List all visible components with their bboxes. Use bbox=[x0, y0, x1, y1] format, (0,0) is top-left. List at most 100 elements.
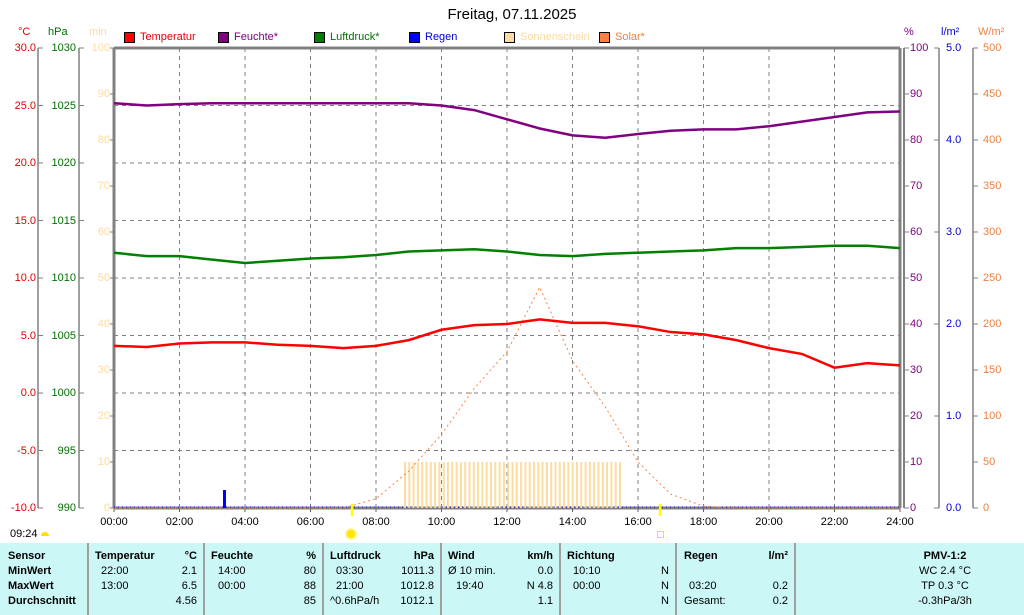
pressure-tick: 1015 bbox=[51, 214, 76, 227]
solar-tick: 100 bbox=[983, 410, 1002, 422]
sunshine-tick: 30 bbox=[97, 364, 110, 376]
legend-feuchte: Feuchte* bbox=[218, 31, 278, 43]
legend-label: Feuchte* bbox=[234, 31, 279, 43]
col-header: Feuchte bbox=[211, 550, 254, 562]
avg-value: 1012.1 bbox=[400, 595, 434, 607]
x-tick: 00:00 bbox=[100, 516, 128, 528]
stats-col-temperatur: Temperatur °C 22:00 2.1 13:00 6.5 4.56 bbox=[89, 543, 205, 615]
solar-tick: 250 bbox=[983, 272, 1002, 284]
legend-swatch bbox=[314, 31, 325, 43]
x-tick: 16:00 bbox=[624, 516, 652, 528]
x-tick: 04:00 bbox=[231, 516, 259, 528]
legend-sonnenschein: Sonnenschein bbox=[504, 31, 590, 43]
col-header: Regen bbox=[684, 550, 718, 562]
humidity-tick: 20 bbox=[910, 410, 923, 422]
wind-chill: WC 2.4 °C bbox=[918, 565, 972, 577]
legend-swatch bbox=[504, 31, 515, 43]
temp-tick: 10.0 bbox=[14, 272, 36, 284]
legend-label: Temperatur bbox=[140, 31, 196, 43]
min-value: 80 bbox=[303, 565, 316, 577]
pressure-tick: 1030 bbox=[51, 42, 76, 54]
col-unit: km/h bbox=[527, 550, 553, 562]
x-tick: 02:00 bbox=[165, 516, 194, 528]
avg-value: N bbox=[661, 595, 669, 607]
temp-tick: 15.0 bbox=[14, 214, 36, 227]
legend-swatch bbox=[218, 31, 229, 43]
max-value: 6.5 bbox=[181, 580, 197, 592]
col-unit: % bbox=[306, 550, 316, 562]
temp-tick: 5.0 bbox=[20, 329, 36, 342]
sunshine-tick: 0 bbox=[103, 502, 110, 514]
col-unit: °C bbox=[184, 550, 197, 562]
solar-tick: 0 bbox=[983, 502, 990, 514]
sunshine-tick: 90 bbox=[97, 88, 110, 100]
sunrise-icon bbox=[347, 530, 355, 538]
x-tick: 22:00 bbox=[820, 516, 849, 528]
dew-point: TP 0.3 °C bbox=[921, 580, 969, 592]
max-time: 00:00 bbox=[573, 580, 601, 592]
sunshine-tick: 10 bbox=[97, 456, 110, 468]
pressure-trend: -0.3hPa/3h bbox=[918, 595, 972, 607]
col-unit: l/m² bbox=[768, 550, 788, 562]
rain-tick: 5.0 bbox=[946, 42, 962, 54]
humidity-tick: 80 bbox=[910, 134, 923, 146]
current-time: 09:24 bbox=[10, 528, 38, 540]
avg-value: 1.1 bbox=[537, 595, 553, 607]
stats-panel: Sensor MinWert MaxWert Durchschnitt Temp… bbox=[0, 543, 1024, 615]
min-time: 22:00 bbox=[101, 565, 129, 577]
rain-tick: 2.0 bbox=[946, 318, 962, 330]
stats-col-richtung: Richtung 10:10 N 00:00 N N bbox=[561, 543, 677, 615]
x-tick: 24:00 bbox=[886, 516, 914, 528]
min-time: 03:30 bbox=[336, 565, 364, 577]
pressure-tick: 1000 bbox=[51, 387, 76, 399]
max-time: 19:40 bbox=[456, 580, 484, 592]
sunshine-tick: 60 bbox=[97, 226, 110, 238]
col-unit: hPa bbox=[413, 550, 434, 562]
min-value: N bbox=[661, 565, 669, 577]
col-header: Luftdruck bbox=[330, 550, 381, 562]
humidity-axis-unit: % bbox=[904, 26, 914, 38]
max-value: 1012.8 bbox=[400, 580, 434, 592]
humidity-tick: 90 bbox=[910, 88, 923, 100]
solar-tick: 50 bbox=[983, 456, 996, 468]
max-time: 03:20 bbox=[689, 580, 717, 592]
humidity-tick: 10 bbox=[910, 456, 923, 468]
temp-tick: -5.0 bbox=[17, 444, 36, 457]
row-label-avg: Durchschnitt bbox=[8, 595, 76, 607]
min-value: 1011.3 bbox=[401, 565, 434, 577]
solar-tick: 150 bbox=[983, 364, 1002, 376]
stats-col-sensor: Sensor MinWert MaxWert Durchschnitt bbox=[0, 543, 89, 615]
temp-tick: 30.0 bbox=[14, 42, 36, 54]
rain-tick: 1.0 bbox=[946, 410, 962, 422]
temp-axis-unit: °C bbox=[18, 26, 31, 38]
humidity-tick: 30 bbox=[910, 364, 923, 376]
x-tick: 12:00 bbox=[493, 516, 521, 528]
legend-label: Solar* bbox=[615, 31, 645, 43]
solar-tick: 500 bbox=[983, 42, 1002, 54]
stats-col-luftdruck: Luftdruck hPa 03:30 1011.3 21:00 1012.8 ^0.… bbox=[324, 543, 442, 615]
total-value: 0.2 bbox=[772, 595, 788, 607]
pressure-tick: 1020 bbox=[51, 157, 76, 169]
min-value: 2.1 bbox=[181, 565, 197, 577]
legend-label: Luftdruck* bbox=[330, 31, 380, 43]
legend-swatch bbox=[124, 31, 135, 43]
max-time: 21:00 bbox=[336, 580, 364, 592]
sunshine-tick: 50 bbox=[97, 272, 110, 284]
legend-luftdruck: Luftdruck* bbox=[314, 31, 380, 43]
col-header: Temperatur bbox=[95, 550, 155, 562]
col-header: Wind bbox=[448, 550, 475, 562]
temp-tick: 0.0 bbox=[20, 387, 36, 399]
stats-col-wind: Wind km/h Ø 10 min. 0.0 19:40 N 4.8 1.1 bbox=[442, 543, 561, 615]
legend-temperatur: Temperatur bbox=[124, 31, 196, 43]
rain-tick: 0.0 bbox=[946, 502, 962, 514]
row-label-max: MaxWert bbox=[8, 580, 54, 592]
temp-tick: -10.0 bbox=[10, 502, 36, 514]
solar-tick: 300 bbox=[983, 226, 1002, 238]
stats-col-feuchte: Feuchte% 14:00 80 00:00 88 85 bbox=[205, 543, 324, 615]
legend-regen: Regen bbox=[409, 31, 457, 43]
humidity-tick: 100 bbox=[910, 42, 929, 54]
stats-col-regen: Regen l/m² 03:20 0.2 Gesamt: 0.2 bbox=[677, 543, 796, 615]
max-value: N bbox=[661, 580, 669, 592]
solar-tick: 350 bbox=[983, 180, 1002, 192]
sunshine-axis-unit: min bbox=[89, 26, 107, 38]
